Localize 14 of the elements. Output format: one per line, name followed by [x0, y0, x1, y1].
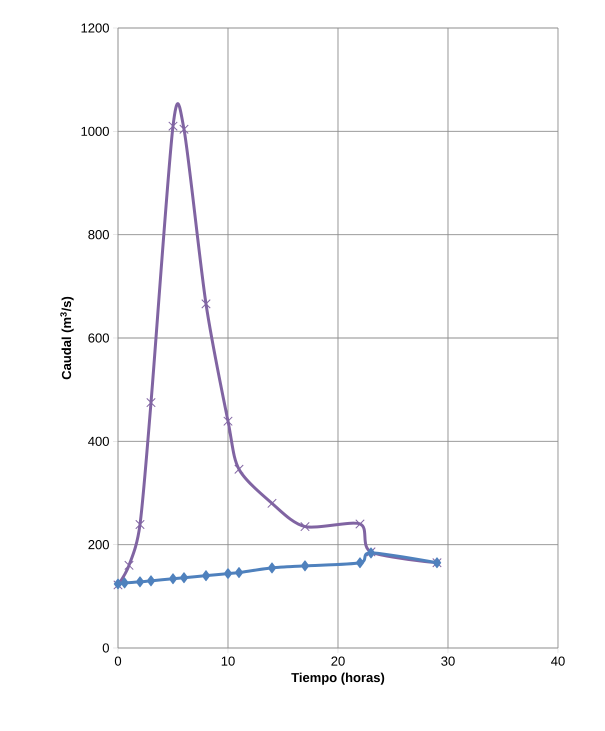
x-tick-label: 10 — [222, 656, 235, 666]
x-tick-label: 0 — [114, 656, 122, 666]
x-tick-label: 20 — [331, 656, 345, 666]
y-axis-title: Caudal (m$^{3}$/s) — [60, 296, 74, 380]
x-tick-label: 40 — [551, 656, 565, 666]
y-tick-label: 200 — [88, 540, 109, 550]
y-tick-label: 800 — [88, 230, 109, 240]
y-tick-label: 600 — [88, 333, 109, 343]
x-axis-title: Tiempo (horas) — [291, 672, 384, 685]
y-tick-label: 400 — [88, 436, 109, 446]
y-tick-label: 1200 — [82, 23, 109, 33]
y-tick-label: 0 — [102, 643, 109, 653]
y-tick-label: 1000 — [82, 126, 109, 136]
x-tick-label: 30 — [441, 656, 455, 666]
